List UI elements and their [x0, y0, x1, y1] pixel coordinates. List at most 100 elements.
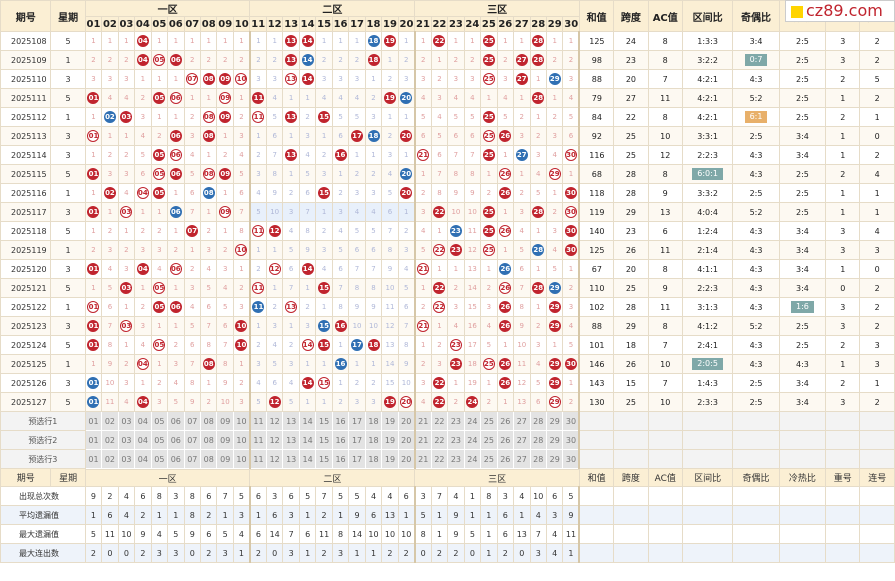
table-row[interactable]: 2025108 5 1 1 1 04 1 1 1 1 1 1 1 1 13 14 1 1 1 18 19 1 1 22 1 1 25…	[0, 31, 895, 51]
preselect-number[interactable]: 23	[447, 411, 465, 431]
preselect-number[interactable]: 12	[265, 411, 284, 431]
preselect-number[interactable]: 19	[381, 411, 399, 431]
preselect-number[interactable]: 15	[315, 449, 333, 469]
preselect-number[interactable]: 05	[150, 430, 169, 450]
preselect-number[interactable]: 29	[545, 449, 564, 469]
preselect-number[interactable]: 07	[183, 411, 202, 431]
table-row[interactable]: 2025123 3 01 7 03 3 1 1 5 7 6 10 1 3 1 3 15 16 10 10 12 7 21 1 4…	[0, 316, 895, 336]
preselect-number[interactable]: 03	[117, 411, 136, 431]
table-row[interactable]: 2025118 5 1 2 1 2 2 1 07 2 1 8 11 12 4 8 2 4 5 5 7 2 4 1 23 11 25 2…	[0, 221, 895, 241]
preselect-number[interactable]: 24	[463, 430, 482, 450]
preselect-number[interactable]: 14	[298, 430, 317, 450]
table-row[interactable]: 2025120 3 01 4 3 04 4 06 2 4 3 1 2 12 6 14 4 6 7 7 9 4 21 1 1 13 1…	[0, 259, 895, 279]
table-row[interactable]: 2025116 1 1 02 4 04 05 1 6 08 1 6 4 9 2 6 15 2 3 3 5 20 2 8 9 9 2 2…	[0, 183, 895, 203]
preselect-number[interactable]: 08	[200, 411, 218, 431]
preselect-number[interactable]: 17	[348, 430, 366, 450]
preselect-number[interactable]: 03	[117, 430, 136, 450]
preselect-number[interactable]: 13	[282, 411, 300, 431]
preselect-number[interactable]: 01	[84, 430, 103, 450]
table-row[interactable]: 2025115 5 01 3 3 6 05 06 5 08 09 5 3 8 1 5 3 1 2 2 4 20 1 7 8 8 1 2…	[0, 164, 895, 184]
preselect-number[interactable]: 07	[183, 430, 202, 450]
preselect-number[interactable]: 22	[430, 411, 449, 431]
preselect-number[interactable]: 18	[364, 430, 383, 450]
preselect-number[interactable]: 03	[117, 449, 136, 469]
preselect-number[interactable]: 29	[545, 411, 564, 431]
preselect-number[interactable]: 30	[562, 411, 581, 431]
preselect-number[interactable]: 04	[134, 430, 152, 450]
preselect-number[interactable]: 26	[496, 430, 515, 450]
preselect-number[interactable]: 27	[513, 449, 531, 469]
preselect-number[interactable]: 20	[397, 449, 416, 469]
preselect-number[interactable]: 28	[529, 449, 547, 469]
preselect-number[interactable]: 21	[414, 430, 432, 450]
preselect-number[interactable]: 06	[167, 449, 185, 469]
preselect-number[interactable]: 13	[282, 449, 300, 469]
table-row[interactable]: 2025125 1 1 9 2 04 1 3 7 08 8 1 3 5 3 1 1 16 1 1 14 9 2 3 23 18 25…	[0, 354, 895, 374]
preselect-number[interactable]: 24	[463, 449, 482, 469]
table-row[interactable]: 2025122 1 01 6 1 2 05 06 4 6 5 3 11 2 13 2 1 8 9 9 11 6 2 22 3 15…	[0, 297, 895, 317]
preselect-number[interactable]: 29	[545, 430, 564, 450]
preselect-number[interactable]: 27	[513, 430, 531, 450]
preselect-number[interactable]: 28	[529, 430, 547, 450]
preselect-row[interactable]: 预选行2 01 02 03 04 05 06 07 08 09 10 11 12 13 14 15 16 17 18…	[0, 430, 895, 450]
preselect-number[interactable]: 01	[84, 411, 103, 431]
preselect-number[interactable]: 14	[298, 411, 317, 431]
preselect-number[interactable]: 09	[216, 430, 234, 450]
preselect-number[interactable]: 11	[249, 449, 267, 469]
preselect-number[interactable]: 08	[200, 430, 218, 450]
preselect-number[interactable]: 26	[496, 411, 515, 431]
preselect-number[interactable]: 14	[298, 449, 317, 469]
table-row[interactable]: 2025109 1 2 2 2 04 05 06 2 2 2 2 2 2 13 14 2 2 2 18 1 2 2 1 2 2 25…	[0, 50, 895, 70]
preselect-number[interactable]: 23	[447, 430, 465, 450]
preselect-number[interactable]: 12	[265, 430, 284, 450]
table-row[interactable]: 2025127 5 01 11 4 04 3 5 9 2 10 3 5 12 5 1 1 2 3 3 19 20 4 22 2 2…	[0, 392, 895, 412]
preselect-row[interactable]: 预选行3 01 02 03 04 05 06 07 08 09 10 11 12 13 14 15 16 17 18…	[0, 449, 895, 469]
preselect-number[interactable]: 13	[282, 430, 300, 450]
preselect-number[interactable]: 16	[331, 411, 350, 431]
preselect-number[interactable]: 12	[265, 449, 284, 469]
preselect-number[interactable]: 20	[397, 411, 416, 431]
table-row[interactable]: 2025124 5 01 8 1 4 05 2 6 8 7 10 2 4 2 14 15 1 17 18 13 8 1 2 23…	[0, 335, 895, 355]
table-row[interactable]: 2025112 1 1 02 03 3 1 1 2 08 09 2 11 5 13 2 15 5 5 3 1 1 5 4 5 5 2…	[0, 107, 895, 127]
preselect-number[interactable]: 05	[150, 411, 169, 431]
preselect-number[interactable]: 25	[480, 449, 498, 469]
preselect-number[interactable]: 01	[84, 449, 103, 469]
site-logo[interactable]: cz89.com	[785, 0, 895, 22]
preselect-number[interactable]: 22	[430, 430, 449, 450]
preselect-number[interactable]: 30	[562, 430, 581, 450]
table-row[interactable]: 2025113 3 01 1 1 4 2 06 3 08 1 3 1 6 1 3 1 6 17 18 2 20 6 5 6 6 25…	[0, 126, 895, 146]
preselect-number[interactable]: 10	[232, 430, 251, 450]
preselect-number[interactable]: 17	[348, 449, 366, 469]
preselect-number[interactable]: 06	[167, 411, 185, 431]
preselect-number[interactable]: 25	[480, 430, 498, 450]
preselect-number[interactable]: 10	[232, 449, 251, 469]
preselect-number[interactable]: 26	[496, 449, 515, 469]
preselect-number[interactable]: 21	[414, 411, 432, 431]
preselect-number[interactable]: 09	[216, 411, 234, 431]
preselect-number[interactable]: 05	[150, 449, 169, 469]
table-row[interactable]: 2025111 5 01 4 4 2 05 06 1 1 09 1 11 4 1 1 4 4 4 2 19 20 4 3 4 4 1…	[0, 88, 895, 108]
table-row[interactable]: 2025119 1 2 3 2 3 3 2 1 3 2 10 1 1 5 9 3 5 6 6 8 3 5 22 23 12 25 1 5…	[0, 240, 895, 260]
preselect-number[interactable]: 19	[381, 449, 399, 469]
preselect-number[interactable]: 22	[430, 449, 449, 469]
preselect-number[interactable]: 04	[134, 449, 152, 469]
preselect-number[interactable]: 16	[331, 430, 350, 450]
preselect-number[interactable]: 11	[249, 411, 267, 431]
preselect-number[interactable]: 16	[331, 449, 350, 469]
preselect-number[interactable]: 11	[249, 430, 267, 450]
preselect-number[interactable]: 27	[513, 411, 531, 431]
preselect-number[interactable]: 08	[200, 449, 218, 469]
preselect-number[interactable]: 02	[101, 411, 119, 431]
preselect-number[interactable]: 21	[414, 449, 432, 469]
preselect-number[interactable]: 15	[315, 430, 333, 450]
preselect-number[interactable]: 07	[183, 449, 202, 469]
preselect-number[interactable]: 24	[463, 411, 482, 431]
preselect-number[interactable]: 18	[364, 411, 383, 431]
preselect-number[interactable]: 06	[167, 430, 185, 450]
preselect-number[interactable]: 02	[101, 430, 119, 450]
preselect-number[interactable]: 20	[397, 430, 416, 450]
preselect-number[interactable]: 04	[134, 411, 152, 431]
table-row[interactable]: 2025117 3 01 1 03 1 1 06 7 1 09 7 5 10 3 7 1 3 4 4 6 1 3 22 10 10…	[0, 202, 895, 222]
preselect-number[interactable]: 15	[315, 411, 333, 431]
preselect-number[interactable]: 02	[101, 449, 119, 469]
